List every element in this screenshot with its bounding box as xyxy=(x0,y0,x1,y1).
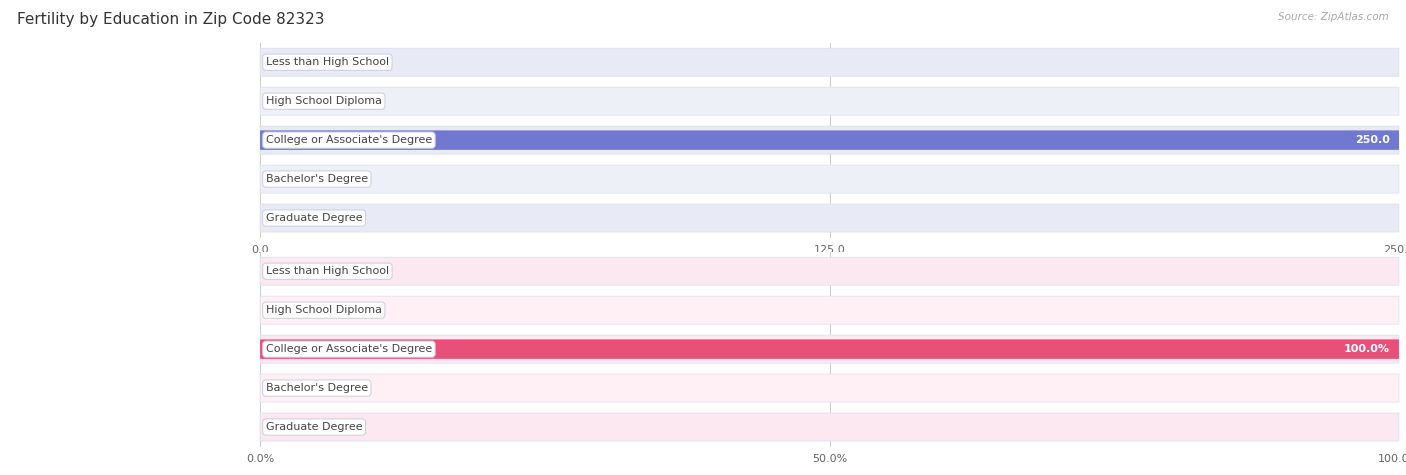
Text: Source: ZipAtlas.com: Source: ZipAtlas.com xyxy=(1278,12,1389,22)
Text: 0.0%: 0.0% xyxy=(274,305,302,315)
FancyBboxPatch shape xyxy=(260,335,1399,363)
Text: 250.0: 250.0 xyxy=(1355,135,1391,145)
Text: Bachelor's Degree: Bachelor's Degree xyxy=(266,383,368,393)
Text: 0.0: 0.0 xyxy=(274,57,291,67)
Text: Less than High School: Less than High School xyxy=(266,57,389,67)
Text: Fertility by Education in Zip Code 82323: Fertility by Education in Zip Code 82323 xyxy=(17,12,325,27)
Text: Bachelor's Degree: Bachelor's Degree xyxy=(266,174,368,184)
FancyBboxPatch shape xyxy=(260,339,1399,359)
FancyBboxPatch shape xyxy=(260,87,1399,115)
FancyBboxPatch shape xyxy=(260,48,1399,76)
FancyBboxPatch shape xyxy=(260,165,1399,193)
Text: High School Diploma: High School Diploma xyxy=(266,96,382,106)
Text: 0.0%: 0.0% xyxy=(274,266,302,276)
Text: 100.0%: 100.0% xyxy=(1344,344,1391,354)
FancyBboxPatch shape xyxy=(260,296,1399,324)
FancyBboxPatch shape xyxy=(260,126,1399,154)
Text: Less than High School: Less than High School xyxy=(266,266,389,276)
FancyBboxPatch shape xyxy=(260,204,1399,232)
FancyBboxPatch shape xyxy=(260,374,1399,402)
Text: High School Diploma: High School Diploma xyxy=(266,305,382,315)
Text: 0.0%: 0.0% xyxy=(274,383,302,393)
Text: 0.0: 0.0 xyxy=(274,96,291,106)
Text: Graduate Degree: Graduate Degree xyxy=(266,422,363,432)
FancyBboxPatch shape xyxy=(260,130,1399,150)
Text: Graduate Degree: Graduate Degree xyxy=(266,213,363,223)
Text: College or Associate's Degree: College or Associate's Degree xyxy=(266,135,432,145)
Text: College or Associate's Degree: College or Associate's Degree xyxy=(266,344,432,354)
Text: 0.0: 0.0 xyxy=(274,213,291,223)
FancyBboxPatch shape xyxy=(260,413,1399,441)
Text: 0.0: 0.0 xyxy=(274,174,291,184)
Text: 0.0%: 0.0% xyxy=(274,422,302,432)
FancyBboxPatch shape xyxy=(260,257,1399,285)
